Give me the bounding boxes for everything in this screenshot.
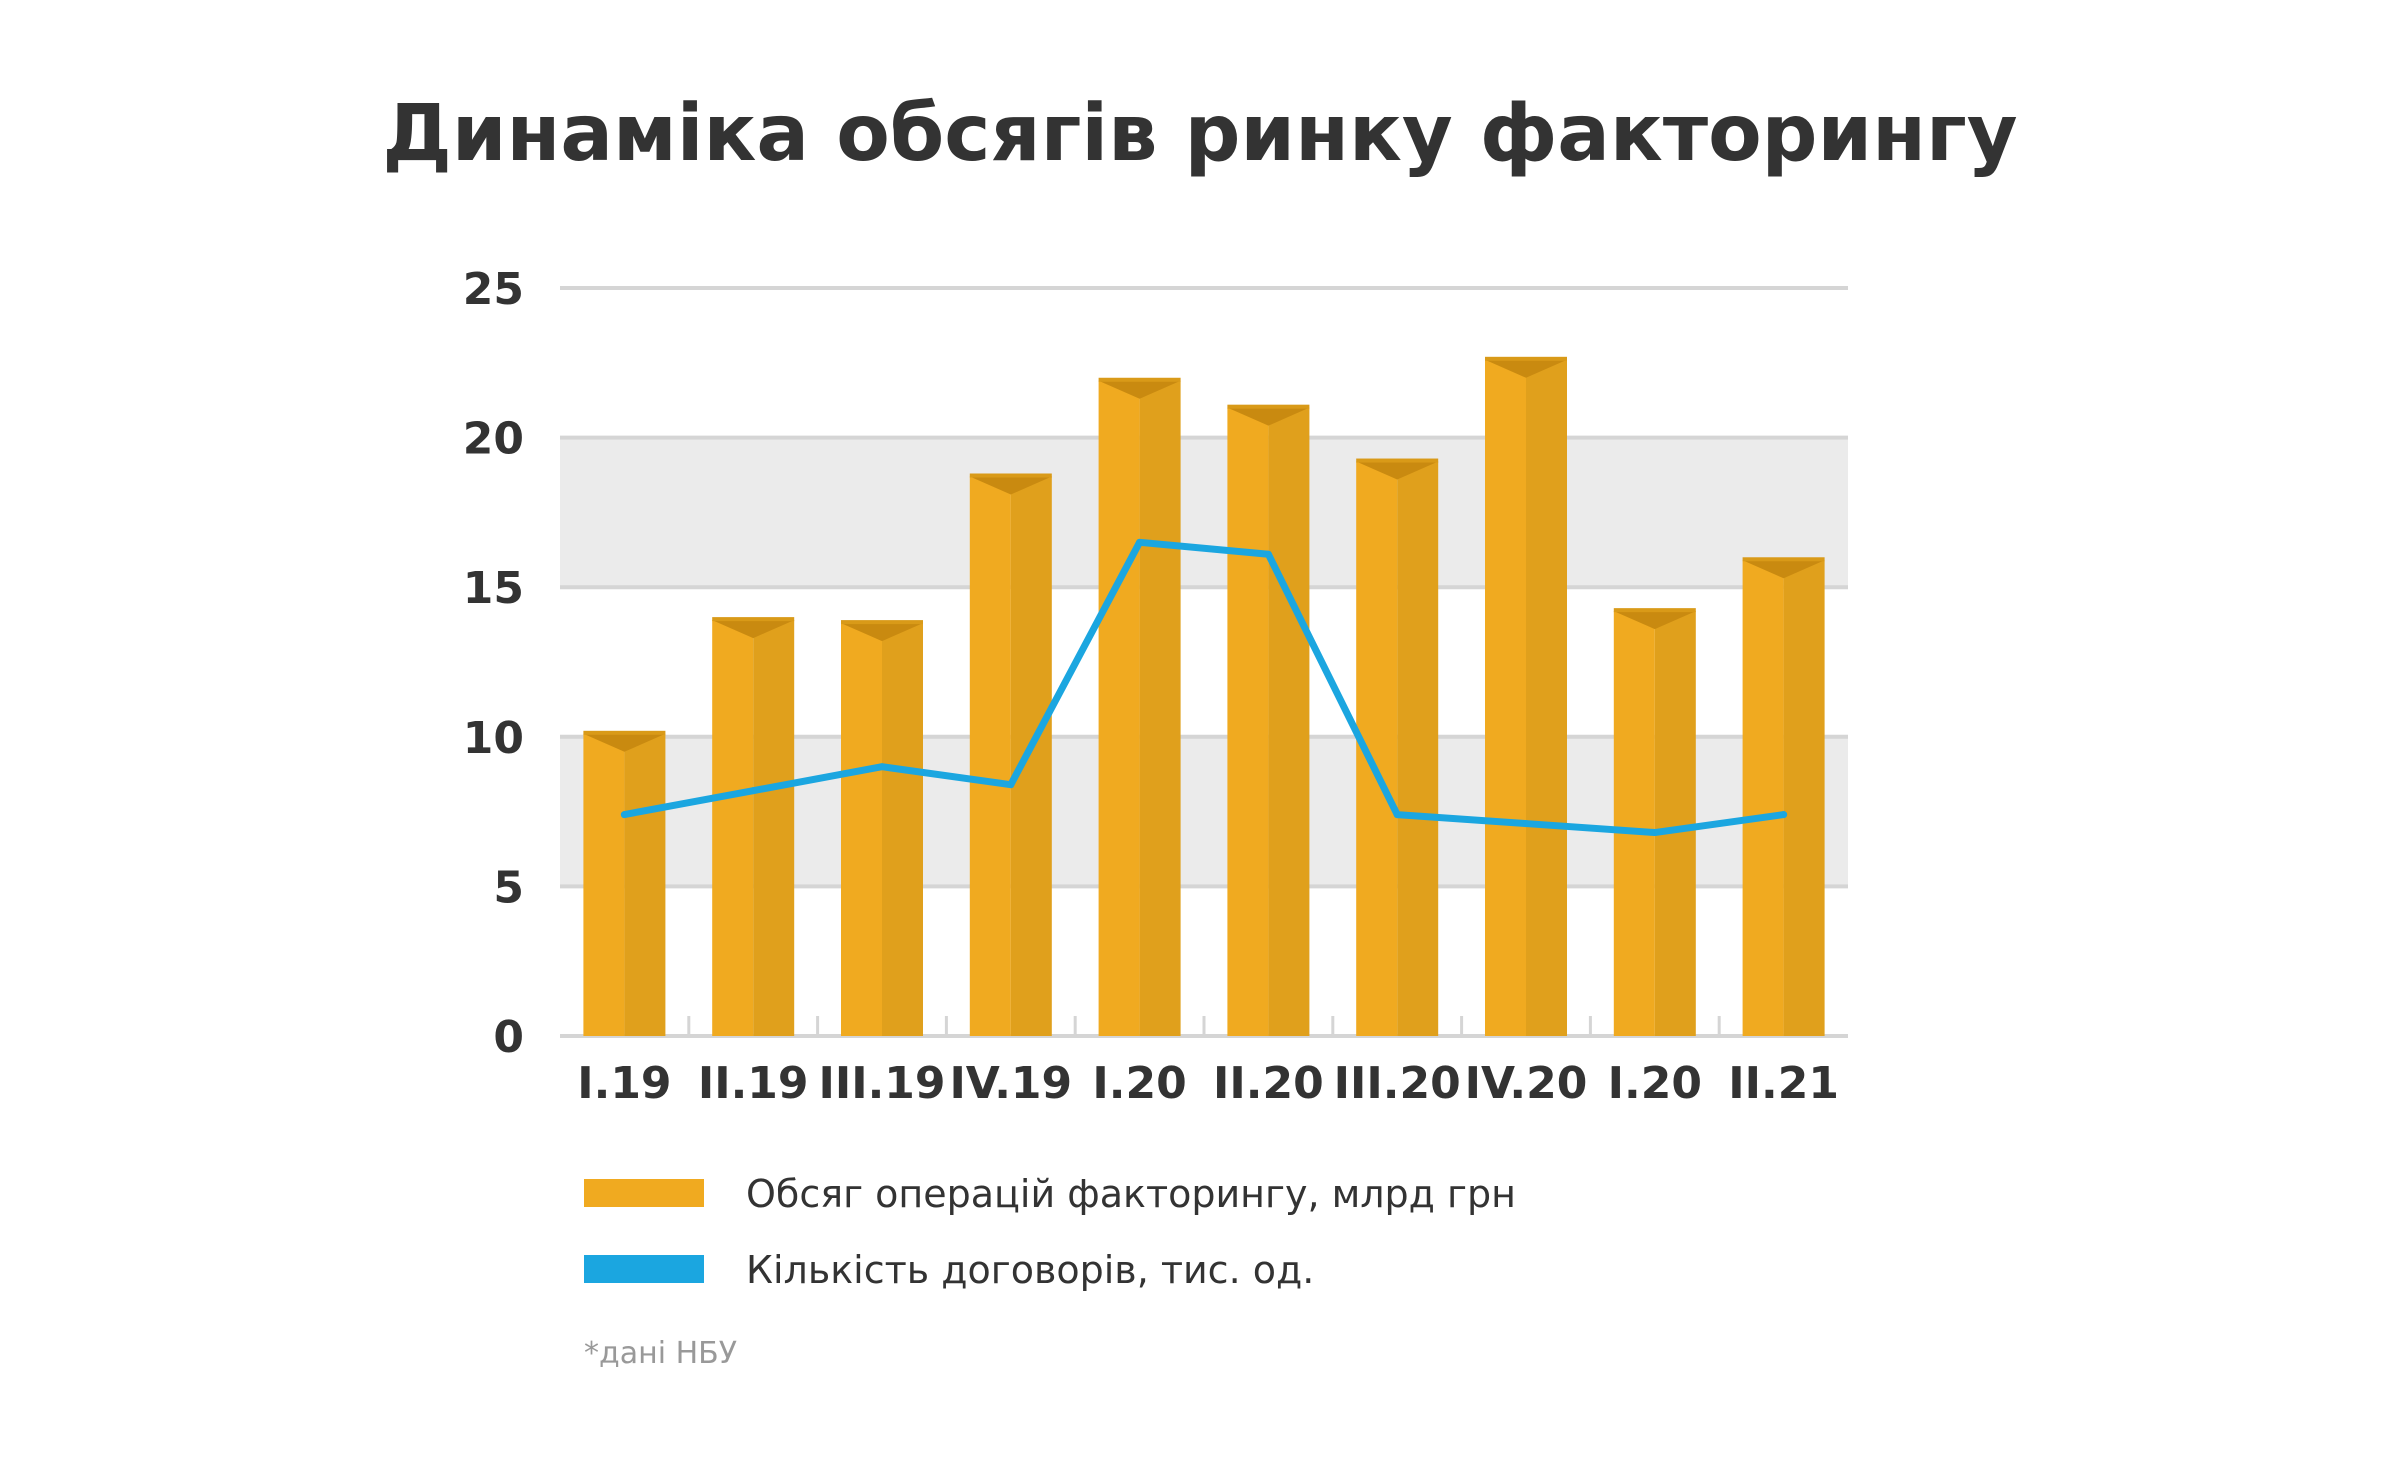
bar xyxy=(583,730,666,1036)
source-note: *дані НБУ xyxy=(584,1336,737,1371)
bar-top-edge xyxy=(1356,458,1439,463)
bar-front xyxy=(841,623,882,1036)
line-point xyxy=(1136,538,1144,546)
bar xyxy=(1356,458,1439,1036)
line-point xyxy=(1651,829,1659,837)
x-tick-label: IV.20 xyxy=(1465,1058,1588,1109)
bar xyxy=(1485,356,1567,1037)
bar xyxy=(969,473,1052,1037)
bar-front xyxy=(1098,380,1140,1036)
x-tick-label: II.20 xyxy=(1213,1058,1324,1109)
bar xyxy=(841,620,923,1036)
legend-swatch xyxy=(584,1179,704,1207)
line-point xyxy=(620,811,628,819)
x-tick-label: II.21 xyxy=(1728,1058,1839,1109)
line-point xyxy=(1007,781,1015,789)
y-tick-label: 25 xyxy=(463,264,524,315)
bar-side xyxy=(882,623,923,1036)
bar-side xyxy=(1010,476,1052,1037)
bar-side xyxy=(1654,611,1696,1036)
bar xyxy=(1742,557,1825,1036)
x-tick-label: III.20 xyxy=(1334,1058,1461,1109)
bar-cap xyxy=(1356,461,1439,480)
bar-side xyxy=(1783,560,1825,1036)
bar-cap xyxy=(1742,560,1825,579)
bar-top-edge xyxy=(969,473,1052,478)
line-point xyxy=(1393,811,1401,819)
bar-top-edge xyxy=(583,730,666,735)
bar-cap xyxy=(841,623,923,642)
y-tick-label: 20 xyxy=(463,414,524,465)
legend-label: Кількість договорів, тис. од. xyxy=(746,1248,1314,1292)
x-tick-label: IV.19 xyxy=(949,1058,1072,1109)
x-tick-label: I.20 xyxy=(1092,1058,1186,1109)
bar-top-edge xyxy=(712,617,795,622)
legend-swatch xyxy=(584,1255,704,1283)
legend: Обсяг операцій факторингу, млрд грн Кільк… xyxy=(584,1172,1516,1292)
chart-title: Динаміка обсягів ринку факторингу xyxy=(382,89,2017,179)
y-tick-label: 0 xyxy=(493,1012,524,1063)
bar-cap xyxy=(1227,407,1310,426)
bar-top-edge xyxy=(1485,356,1567,361)
line-point xyxy=(1264,550,1272,558)
line-point xyxy=(878,763,886,771)
line-point xyxy=(1780,811,1788,819)
bar-top-edge xyxy=(1227,404,1310,409)
y-tick-label: 15 xyxy=(463,563,524,614)
bar-front xyxy=(1227,407,1269,1036)
bar-side xyxy=(1139,380,1181,1036)
bar-cap xyxy=(583,733,666,752)
x-tick-label: II.19 xyxy=(698,1058,809,1109)
bar-side xyxy=(753,620,795,1036)
line-point xyxy=(749,787,757,795)
bar xyxy=(1098,377,1181,1036)
bar-front xyxy=(583,733,625,1036)
line-point xyxy=(1522,820,1530,828)
bar-front xyxy=(969,476,1011,1037)
bar-front xyxy=(1613,611,1655,1036)
bar-cap xyxy=(712,620,795,639)
grid-band xyxy=(560,437,1848,588)
bar-top-edge xyxy=(841,620,923,625)
bar-side xyxy=(1397,461,1439,1036)
x-tick-label: I.20 xyxy=(1608,1058,1702,1109)
x-tick-label: III.19 xyxy=(818,1058,945,1109)
legend-label: Обсяг операцій факторингу, млрд грн xyxy=(746,1172,1516,1216)
bar xyxy=(712,617,795,1036)
bar-side xyxy=(1526,359,1567,1037)
line-series xyxy=(620,538,1788,837)
bar-cap xyxy=(1613,611,1696,630)
bar-top-edge xyxy=(1098,377,1181,382)
bar-top-edge xyxy=(1742,557,1825,562)
y-tick-label: 10 xyxy=(463,713,524,764)
y-tick-label: 5 xyxy=(493,862,524,913)
bar-cap xyxy=(1485,359,1567,378)
bar-front xyxy=(1742,560,1784,1036)
bar xyxy=(1227,404,1310,1036)
bar-front xyxy=(1485,359,1526,1037)
bar-side xyxy=(624,733,666,1036)
bar-cap xyxy=(969,476,1052,495)
bar xyxy=(1613,608,1696,1036)
bar-top-edge xyxy=(1613,608,1696,613)
x-tick-label: I.19 xyxy=(577,1058,671,1109)
bar-side xyxy=(1268,407,1310,1036)
bar-front xyxy=(712,620,754,1036)
bar-cap xyxy=(1098,380,1181,399)
